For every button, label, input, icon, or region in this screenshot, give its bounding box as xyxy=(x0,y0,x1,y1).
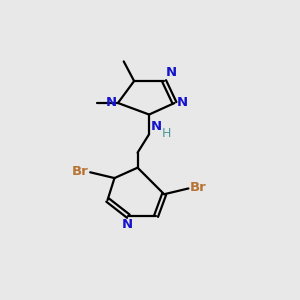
Text: N: N xyxy=(122,218,133,231)
Text: Br: Br xyxy=(72,165,88,178)
Text: N: N xyxy=(176,97,188,110)
Text: N: N xyxy=(165,66,176,79)
Text: N: N xyxy=(150,120,161,133)
Text: N: N xyxy=(106,97,117,110)
Text: H: H xyxy=(162,127,171,140)
Text: Br: Br xyxy=(190,182,207,194)
